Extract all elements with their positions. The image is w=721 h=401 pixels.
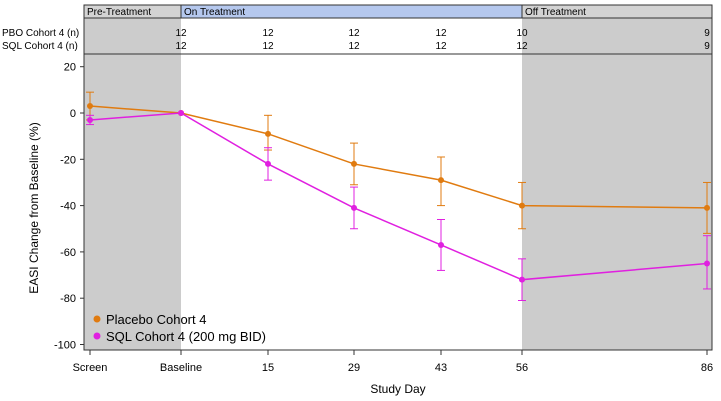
n-value: 9 [704,28,710,39]
data-point [704,260,710,267]
x-tick-label: 86 [701,362,713,374]
x-tick-label: Screen [73,362,108,374]
x-tick-label: Baseline [160,362,202,374]
data-point [519,202,525,209]
legend-sql-marker [93,332,101,340]
n-value: 12 [435,28,447,39]
x-tick-label: 29 [348,362,360,374]
data-point [351,204,357,211]
data-point [519,276,525,283]
n-value: 9 [704,41,710,52]
y-tick-label: -80 [60,293,76,305]
y-tick-label: -20 [60,154,76,166]
y-tick-label: 0 [70,108,76,120]
data-point [178,110,184,116]
data-point [438,241,444,248]
data-point [87,116,93,123]
phase-on-treatment-label: On Treatment [184,7,245,18]
sql-n-row-label: SQL Cohort 4 (n) [2,41,78,52]
n-value: 12 [435,41,447,52]
y-tick-label: -40 [60,201,76,213]
y-axis-label: EASI Change from Baseline (%) [27,122,41,293]
data-point [265,160,271,167]
n-value: 12 [348,41,360,52]
chart-border [83,4,713,351]
n-value: 12 [348,28,360,39]
pre-treatment-shading [84,18,181,350]
data-point [265,130,271,137]
data-point [87,103,93,110]
legend-placebo-label: Placebo Cohort 4 [106,312,206,327]
n-value: 12 [516,41,528,52]
data-point [351,160,357,167]
y-tick-label: -60 [60,247,76,259]
x-tick-label: 15 [262,362,274,374]
x-tick-label: 43 [435,362,447,374]
legend-placebo-marker [93,315,101,323]
n-value: 12 [262,41,274,52]
data-point [704,204,710,211]
n-value: 10 [516,28,528,39]
x-tick-label: 56 [516,362,528,374]
legend-sql-label: SQL Cohort 4 (200 mg BID) [106,329,266,344]
y-tick-label: -100 [54,340,76,352]
n-value: 12 [175,41,187,52]
n-value: 12 [262,28,274,39]
data-point [438,177,444,184]
off-treatment-shading [522,18,712,350]
x-axis-label: Study Day [370,382,425,396]
n-value: 12 [175,28,187,39]
phase-pre-treatment-label: Pre-Treatment [87,7,151,18]
y-tick-label: 20 [64,62,76,74]
phase-off-treatment-label: Off Treatment [525,7,586,18]
pbo-n-row-label: PBO Cohort 4 (n) [2,28,79,39]
